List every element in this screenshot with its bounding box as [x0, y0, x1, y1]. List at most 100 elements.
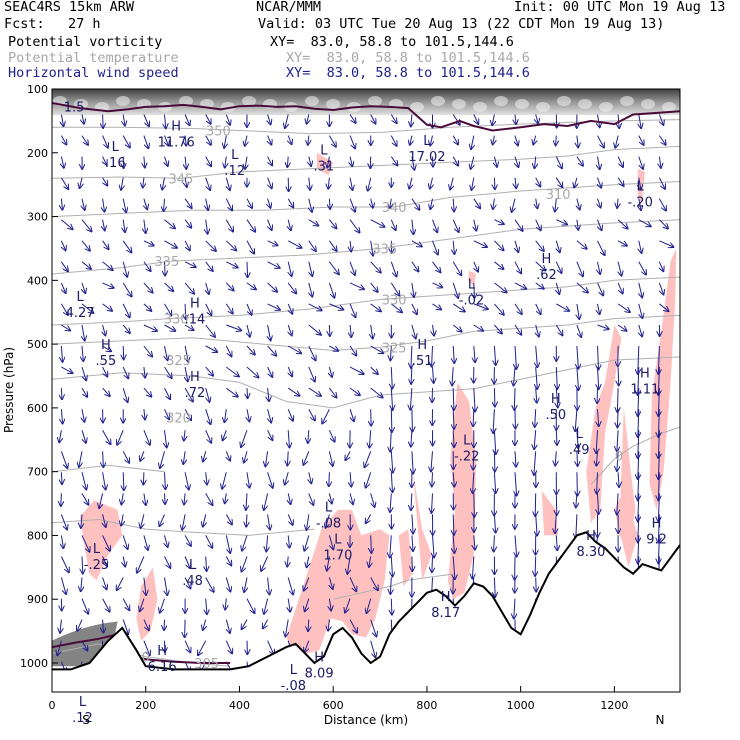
- pv-positive-region: [614, 490, 638, 568]
- wind-vector-arrow: [81, 261, 91, 269]
- wind-vector-arrow: [102, 345, 112, 351]
- extremum-type: H: [652, 516, 662, 531]
- wind-vector-arrow: [370, 366, 378, 374]
- isentrope-label: 0: [615, 450, 623, 465]
- wind-vector-arrow: [261, 556, 269, 571]
- wind-vector-arrow: [268, 198, 271, 208]
- pv-positive-region: [136, 567, 158, 641]
- wind-vector-arrow: [453, 514, 454, 534]
- extremum-value: 4.27: [66, 306, 95, 321]
- wind-vector-arrow: [144, 577, 146, 596]
- wind-vector-arrow: [639, 198, 641, 211]
- wind-vector-arrow: [143, 324, 157, 331]
- wind-vector-arrow: [102, 598, 110, 612]
- wind-vector-arrow: [59, 430, 61, 442]
- wind-vector-arrow: [268, 409, 272, 422]
- wind-vector-arrow: [121, 514, 123, 525]
- wind-vector-arrow: [165, 156, 168, 166]
- field-xy-pv: XY= 83.0, 58.8 to 101.5,144.6: [270, 34, 514, 50]
- wind-vector-arrow: [556, 430, 557, 445]
- stratosphere-speckle: [557, 96, 571, 106]
- wind-vector-arrow: [81, 366, 86, 380]
- wind-vector-arrow: [82, 324, 85, 341]
- wind-vector-arrow: [60, 514, 67, 529]
- wind-vector-arrow: [288, 493, 290, 504]
- wind-vector-arrow: [494, 324, 502, 334]
- wind-vector-arrow: [391, 556, 392, 577]
- field-name-theta: Potential temperature: [8, 50, 179, 66]
- wind-vector-arrow: [164, 240, 177, 248]
- wind-vector-arrow: [60, 556, 68, 573]
- wind-vector-arrow: [287, 514, 293, 525]
- wind-vector-arrow: [144, 219, 146, 233]
- wind-vector-arrow: [638, 472, 639, 500]
- wind-vector-arrow: [658, 177, 665, 189]
- wind-vector-arrow: [143, 472, 144, 484]
- wind-vector-arrow: [535, 177, 541, 187]
- x-tick-label: 600: [323, 699, 344, 712]
- wind-vector-arrow: [164, 198, 165, 212]
- wind-vector-arrow: [329, 219, 336, 229]
- wind-vector-arrow: [328, 282, 334, 298]
- pv-positive-region: [586, 325, 622, 523]
- wind-vector-arrow: [536, 114, 538, 124]
- wind-vector-arrow: [472, 556, 473, 579]
- wind-vector-arrow: [658, 345, 659, 374]
- wind-vector-arrow: [639, 177, 641, 190]
- wind-vector-arrow: [329, 598, 331, 611]
- wind-vector-arrow: [102, 535, 110, 550]
- wind-vector-arrow: [515, 345, 516, 369]
- pv-contour-label: 1.5: [64, 100, 85, 115]
- wind-vector-arrow: [329, 198, 330, 209]
- wind-vector-arrow: [390, 430, 391, 451]
- wind-vector-arrow: [349, 135, 355, 149]
- wind-vector-arrow: [638, 514, 639, 542]
- plot-header: SEAC4RS 15km ARW NCAR/MMM Init: 00 UTC M…: [0, 0, 740, 86]
- isentrope-line: [52, 518, 315, 536]
- wind-vector-arrow: [329, 472, 330, 486]
- wind-vector-arrow: [102, 577, 107, 590]
- wind-vector-arrow: [515, 240, 518, 252]
- x-tick-label: 800: [416, 699, 437, 712]
- wind-vector-arrow: [638, 388, 639, 416]
- wind-vector-arrow: [514, 324, 521, 335]
- wind-vector-arrow: [103, 219, 105, 231]
- wind-vector-arrow: [165, 261, 166, 276]
- pv-positive-region: [398, 529, 413, 587]
- wind-vector-arrow: [366, 472, 372, 487]
- wind-vector-arrow: [309, 261, 313, 276]
- wind-vector-arrow: [474, 388, 475, 411]
- wind-vector-arrow: [349, 387, 360, 395]
- wind-vector-arrow: [453, 409, 454, 429]
- wind-vector-arrow: [308, 493, 314, 505]
- wind-vector-arrow: [143, 135, 149, 149]
- wind-vector-arrow: [536, 345, 538, 367]
- wind-vector-arrow: [433, 367, 434, 383]
- wind-vector-arrow: [185, 367, 188, 381]
- wind-vector-arrow: [432, 493, 433, 512]
- wind-vector-arrow: [226, 451, 230, 460]
- wind-vector-arrow: [205, 177, 210, 190]
- wind-vector-arrow: [452, 114, 460, 125]
- wind-vector-arrow: [659, 303, 668, 311]
- terrain-layer: [52, 531, 680, 692]
- stratosphere-speckle: [494, 96, 508, 106]
- wind-vector-arrow: [144, 493, 146, 505]
- wind-vector-arrow: [596, 430, 597, 453]
- wind-vector-arrow: [122, 619, 128, 635]
- wind-vector-arrow: [368, 177, 371, 191]
- wind-vector-arrow: [328, 619, 329, 631]
- isentrope-line: [52, 356, 680, 409]
- y-axis-label: Pressure (hPa): [2, 347, 16, 433]
- wind-vector-arrow: [556, 388, 558, 407]
- wind-vector-arrow: [247, 409, 249, 421]
- wind-vector-arrow: [391, 451, 393, 472]
- wind-vector-arrow: [184, 261, 196, 267]
- wind-vector-arrow: [123, 198, 126, 213]
- right-endpoint-label: N: [656, 713, 665, 727]
- wind-vector-arrow: [409, 177, 412, 189]
- extremum-type: L: [290, 663, 298, 678]
- wind-vector-arrow: [143, 261, 151, 271]
- wind-vector-arrow: [246, 240, 254, 254]
- wind-vector-arrow: [225, 640, 232, 654]
